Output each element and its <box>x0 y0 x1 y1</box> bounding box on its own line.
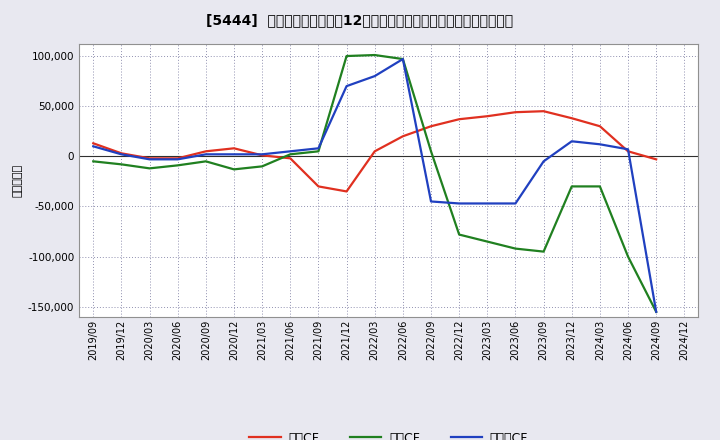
フリーCF <box>202 152 210 157</box>
営業CF <box>652 157 660 162</box>
フリーCF <box>483 201 492 206</box>
投賁CF <box>117 162 126 167</box>
フリーCF <box>567 139 576 144</box>
フリーCF <box>511 201 520 206</box>
投賁CF <box>145 166 154 171</box>
投賁CF <box>286 152 294 157</box>
投賁CF <box>230 167 238 172</box>
投賁CF <box>652 309 660 315</box>
営業CF <box>258 153 266 158</box>
営業CF <box>483 114 492 119</box>
投賁CF <box>539 249 548 254</box>
Line: 投賁CF: 投賁CF <box>94 55 656 312</box>
フリーCF <box>624 147 632 152</box>
投賁CF <box>567 184 576 189</box>
フリーCF <box>427 199 436 204</box>
営業CF <box>624 149 632 154</box>
フリーCF <box>399 56 408 62</box>
投賁CF <box>595 184 604 189</box>
フリーCF <box>342 84 351 89</box>
投賁CF <box>314 149 323 154</box>
営業CF <box>314 184 323 189</box>
フリーCF <box>174 157 182 162</box>
営業CF <box>539 109 548 114</box>
Line: 営業CF: 営業CF <box>94 111 656 191</box>
フリーCF <box>370 73 379 79</box>
フリーCF <box>286 149 294 154</box>
投賁CF <box>342 53 351 59</box>
投賁CF <box>258 164 266 169</box>
投賁CF <box>89 159 98 164</box>
フリーCF <box>455 201 464 206</box>
営業CF <box>370 149 379 154</box>
営業CF <box>117 150 126 156</box>
営業CF <box>427 124 436 129</box>
営業CF <box>567 116 576 121</box>
営業CF <box>399 134 408 139</box>
営業CF <box>595 124 604 129</box>
投賁CF <box>455 232 464 237</box>
営業CF <box>342 189 351 194</box>
フリーCF <box>652 309 660 315</box>
フリーCF <box>539 159 548 164</box>
投賁CF <box>624 254 632 259</box>
投賁CF <box>370 52 379 58</box>
営業CF <box>511 110 520 115</box>
フリーCF <box>145 157 154 162</box>
営業CF <box>174 156 182 161</box>
Line: フリーCF: フリーCF <box>94 59 656 312</box>
投賁CF <box>202 159 210 164</box>
営業CF <box>89 141 98 146</box>
フリーCF <box>258 152 266 157</box>
投賁CF <box>483 239 492 244</box>
投賁CF <box>399 56 408 62</box>
営業CF <box>455 117 464 122</box>
営業CF <box>145 156 154 161</box>
フリーCF <box>595 142 604 147</box>
フリーCF <box>314 146 323 151</box>
Y-axis label: （百万円）: （百万円） <box>12 164 22 197</box>
フリーCF <box>230 152 238 157</box>
Legend: 営業CF, 投賁CF, フリーCF: 営業CF, 投賁CF, フリーCF <box>244 427 534 440</box>
投賁CF <box>427 149 436 154</box>
営業CF <box>230 146 238 151</box>
営業CF <box>202 149 210 154</box>
フリーCF <box>117 152 126 157</box>
投賁CF <box>511 246 520 251</box>
Text: [5444]  キャッシュフローの12か月移動合計の対前年同期増減額の推移: [5444] キャッシュフローの12か月移動合計の対前年同期増減額の推移 <box>207 13 513 27</box>
フリーCF <box>89 143 98 149</box>
投賁CF <box>174 163 182 168</box>
営業CF <box>286 156 294 161</box>
